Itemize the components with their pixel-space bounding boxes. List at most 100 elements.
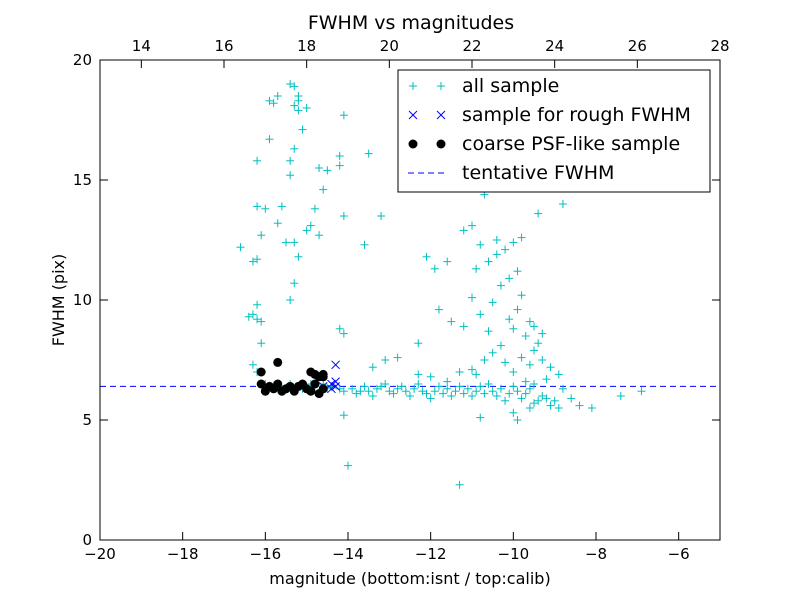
- all-sample-point: [298, 125, 307, 134]
- coarse-psf-point: [310, 379, 320, 389]
- all-sample-point: [517, 353, 526, 362]
- all-sample-point: [530, 322, 538, 331]
- coarse-psf-point: [306, 386, 316, 396]
- y-tick-label: 10: [73, 291, 92, 309]
- x-tick-label: −16: [250, 545, 282, 563]
- x-tick-label: −6: [668, 545, 690, 563]
- all-sample-point: [546, 401, 555, 410]
- all-sample-point: [505, 274, 514, 283]
- all-sample-point: [476, 310, 485, 319]
- all-sample-point: [525, 360, 534, 369]
- all-sample-point: [335, 161, 344, 170]
- coarse-psf-point: [273, 357, 283, 367]
- all-sample-point: [397, 382, 406, 391]
- all-sample-point: [257, 317, 266, 326]
- all-sample-point: [261, 204, 270, 213]
- all-sample-point: [509, 368, 518, 376]
- rough-fwhm-point: [331, 377, 340, 386]
- all-sample-point: [286, 171, 295, 180]
- all-sample-point: [525, 384, 534, 393]
- all-sample-point: [492, 392, 501, 400]
- all-sample-point: [253, 156, 262, 165]
- legend-label: all sample: [462, 75, 559, 97]
- all-sample-point: [468, 221, 476, 230]
- all-sample-point: [339, 111, 348, 120]
- all-sample-point: [364, 387, 373, 396]
- all-sample-point: [368, 363, 377, 372]
- all-sample-point: [546, 363, 555, 372]
- all-sample-point: [567, 394, 576, 403]
- all-sample-point: [488, 298, 497, 307]
- rough-fwhm-point: [327, 384, 336, 394]
- all-sample-point: [558, 384, 567, 393]
- legend-label: sample for rough FWHM: [462, 104, 691, 126]
- all-sample-point: [385, 387, 394, 396]
- all-sample-point: [517, 291, 526, 300]
- all-sample-point: [554, 404, 563, 412]
- plot-area: [100, 80, 720, 489]
- all-sample-point: [364, 149, 373, 158]
- all-sample-point: [521, 377, 530, 386]
- all-sample-point: [360, 382, 369, 391]
- all-sample-point: [257, 231, 266, 240]
- all-sample-point: [505, 315, 514, 324]
- all-sample-point: [538, 356, 547, 364]
- legend-swatch-marker: [409, 82, 417, 90]
- all-sample-point: [335, 152, 344, 160]
- all-sample-point: [389, 389, 398, 398]
- all-sample-point: [323, 166, 332, 175]
- all-sample-point: [348, 384, 357, 393]
- all-sample-point: [480, 389, 489, 398]
- all-sample-point: [616, 392, 625, 400]
- all-sample-point: [335, 384, 344, 393]
- all-sample-point: [455, 368, 464, 376]
- all-sample-point: [459, 389, 468, 398]
- all-sample-point: [472, 264, 481, 273]
- all-sample-point: [488, 387, 497, 396]
- all-sample-point: [558, 200, 567, 208]
- all-sample-point: [422, 389, 431, 398]
- legend-label: coarse PSF-like sample: [462, 133, 680, 155]
- all-sample-point: [290, 238, 299, 247]
- all-sample-point: [447, 392, 456, 400]
- all-sample-point: [393, 353, 402, 362]
- all-sample-point: [530, 346, 538, 355]
- all-sample-point: [534, 209, 543, 218]
- all-sample-point: [496, 281, 505, 290]
- all-sample-point: [372, 384, 381, 393]
- all-sample-point: [377, 382, 386, 391]
- all-sample-point: [434, 305, 443, 314]
- y-tick-label: 15: [73, 171, 92, 189]
- x-axis-label: magnitude (bottom:isnt / top:calib): [269, 569, 550, 588]
- all-sample-point: [430, 264, 439, 273]
- all-sample-point: [273, 219, 282, 228]
- coarse-psf-point: [256, 379, 266, 389]
- all-sample-point: [315, 231, 324, 240]
- all-sample-point: [492, 250, 501, 259]
- all-sample-point: [451, 387, 460, 396]
- all-sample-point: [339, 411, 348, 420]
- coarse-psf-point: [306, 367, 316, 377]
- all-sample-point: [418, 387, 427, 396]
- all-sample-point: [476, 413, 485, 422]
- all-sample-point: [360, 240, 369, 249]
- all-sample-point: [472, 387, 481, 396]
- y-tick-label: 0: [82, 531, 92, 549]
- legend-label: tentative FWHM: [462, 162, 614, 184]
- all-sample-point: [496, 384, 505, 393]
- all-sample-point: [306, 221, 315, 230]
- all-sample-point: [426, 394, 435, 403]
- all-sample-point: [344, 461, 352, 470]
- all-sample-point: [414, 339, 423, 348]
- all-sample-point: [513, 267, 522, 276]
- all-sample-point: [269, 99, 278, 108]
- all-sample-point: [538, 329, 547, 338]
- all-sample-point: [352, 389, 361, 398]
- all-sample-point: [248, 310, 257, 319]
- all-sample-point: [339, 329, 348, 338]
- top-x-tick-label: 14: [132, 37, 151, 55]
- all-sample-point: [381, 356, 390, 364]
- all-sample-point: [513, 387, 522, 396]
- legend-item: coarse PSF-like sample: [408, 133, 680, 155]
- all-sample-point: [521, 332, 530, 340]
